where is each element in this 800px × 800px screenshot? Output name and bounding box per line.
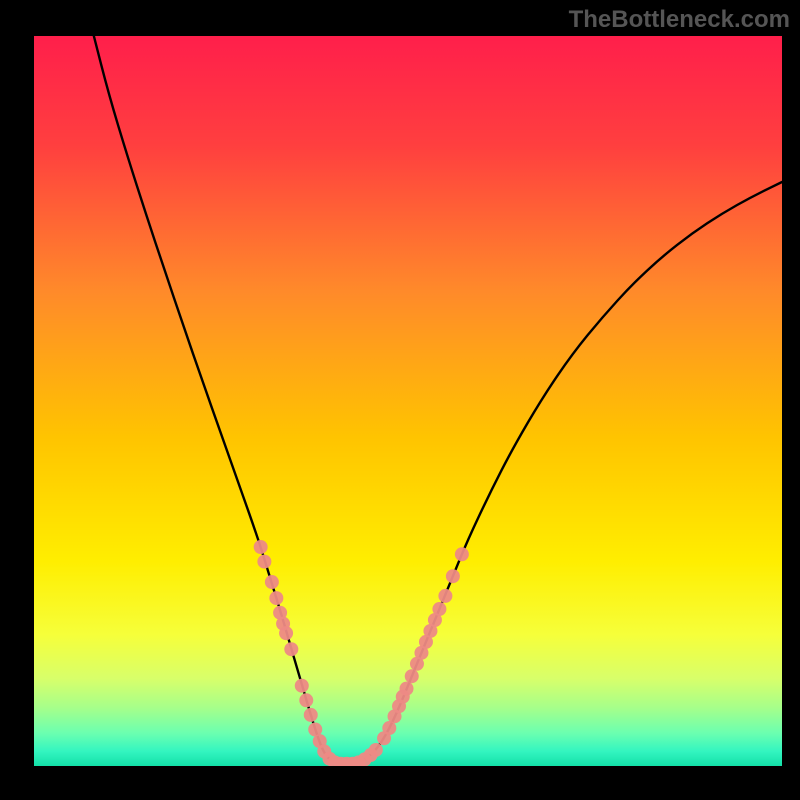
highlight-marker	[304, 708, 318, 722]
highlight-marker	[438, 589, 452, 603]
highlight-marker	[284, 642, 298, 656]
highlight-marker	[405, 669, 419, 683]
highlight-marker	[269, 591, 283, 605]
chart-stage: TheBottleneck.com	[0, 0, 800, 800]
chart-svg	[34, 36, 782, 766]
highlight-marker	[446, 569, 460, 583]
highlight-marker	[299, 693, 313, 707]
highlight-marker	[369, 743, 383, 757]
highlight-marker	[265, 575, 279, 589]
highlight-marker	[279, 626, 293, 640]
highlight-marker	[432, 602, 446, 616]
highlight-marker	[257, 555, 271, 569]
highlight-marker	[254, 540, 268, 554]
highlight-marker	[455, 547, 469, 561]
watermark-text: TheBottleneck.com	[569, 6, 790, 34]
highlight-marker	[295, 679, 309, 693]
plot-area	[34, 36, 782, 766]
chart-background	[34, 36, 782, 766]
highlight-marker	[400, 682, 414, 696]
